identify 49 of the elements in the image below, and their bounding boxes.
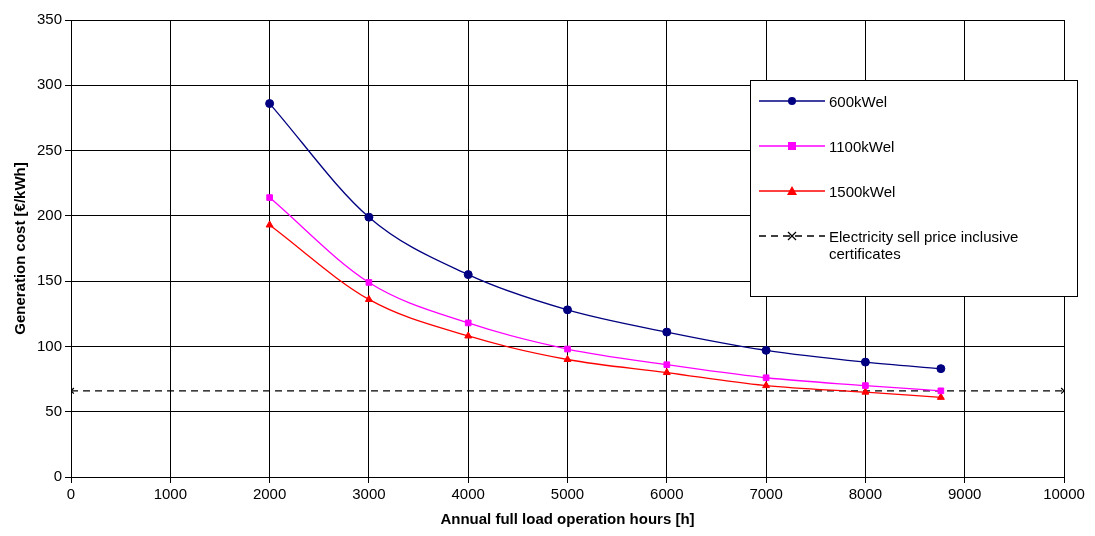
- point: [663, 361, 671, 369]
- x-tick-label: 9000: [948, 485, 982, 503]
- x-tick-label: 5000: [550, 485, 585, 503]
- point: [936, 392, 945, 400]
- point: [364, 294, 373, 302]
- point: [266, 194, 273, 201]
- x-tick-label: 4000: [451, 485, 485, 503]
- point: [662, 327, 672, 337]
- y-tick-label: 0: [53, 467, 63, 485]
- point: [265, 220, 274, 228]
- x-tick-label: 10000: [1043, 485, 1085, 503]
- y-tick-label: 300: [37, 75, 63, 93]
- y-tick-label: 250: [37, 140, 63, 158]
- point: [364, 212, 374, 222]
- y-tick-label: 100: [37, 336, 63, 354]
- x-tick-label: 0: [66, 485, 76, 503]
- x-tick-label: 7000: [749, 485, 783, 503]
- y-tick-label: 50: [45, 401, 63, 419]
- x-tick-label: 3000: [352, 485, 386, 503]
- x-tick-label: 6000: [650, 485, 684, 503]
- point: [860, 357, 870, 367]
- point: [762, 374, 770, 382]
- x-tick-label: 8000: [848, 485, 883, 503]
- point: [937, 387, 945, 395]
- point: [936, 364, 946, 374]
- point: [463, 270, 473, 280]
- point: [862, 382, 869, 389]
- point: [761, 345, 771, 355]
- legend-label: 1100kWel: [829, 138, 895, 155]
- point: [564, 345, 571, 353]
- point: [464, 331, 473, 339]
- point: [563, 305, 573, 315]
- point: [662, 368, 671, 376]
- y-axis-title: Generation cost [€/kWh]: [11, 162, 29, 335]
- x-tick-label: 2000: [252, 485, 287, 503]
- point: [861, 387, 870, 395]
- y-tick-label: 150: [37, 271, 63, 289]
- point: [762, 381, 771, 389]
- x-tick-label: 1000: [153, 485, 188, 503]
- legend-label: 1500kWel: [829, 183, 896, 200]
- legend-label: 600kWel: [829, 93, 888, 110]
- point: [265, 99, 275, 109]
- point: [563, 354, 572, 362]
- point: [464, 319, 472, 327]
- y-tick-label: 350: [37, 10, 63, 28]
- y-tick-label: 200: [37, 206, 63, 223]
- point: [365, 279, 373, 286]
- x-axis-title: Annual full load operation hours [h]: [440, 510, 695, 528]
- legend-label: Electricity sell price inclusive certificates: [829, 228, 1020, 262]
